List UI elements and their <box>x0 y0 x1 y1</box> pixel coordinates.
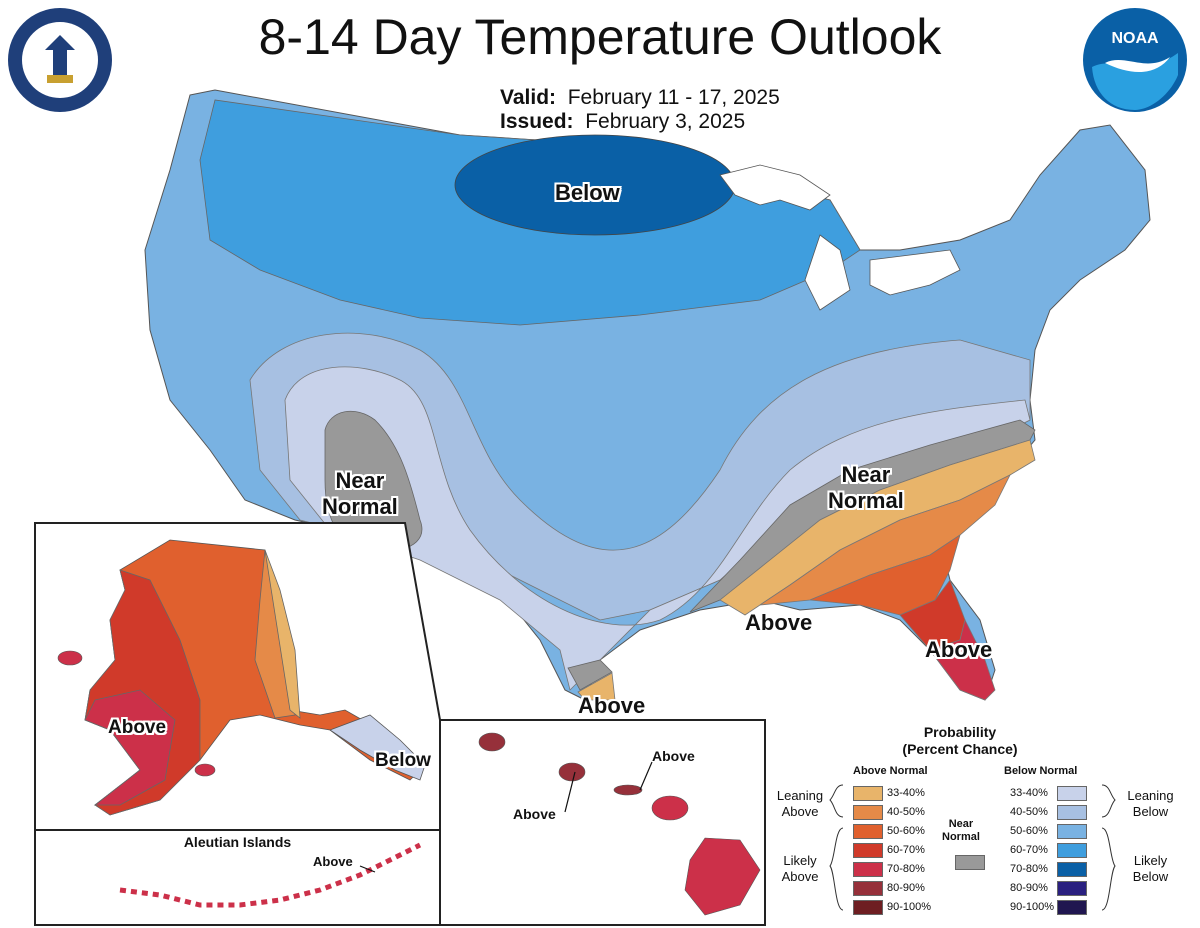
legend-below-swatch-0 <box>1057 786 1087 801</box>
legend-leaning-below: Leaning Below <box>1127 788 1174 819</box>
legend-above-header: Above Normal <box>853 765 928 777</box>
label-near-normal-southwest: Near Normal <box>322 468 398 519</box>
noaa-logo-icon: NOAA <box>1083 8 1187 112</box>
legend-below-header: Below Normal <box>1004 765 1078 777</box>
legend-above-swatch-1 <box>853 805 883 820</box>
likely-above-50-60-band <box>809 534 961 616</box>
near-normal-texas-strip <box>567 659 613 691</box>
label-above-texas: Above <box>578 693 646 718</box>
legend-below-range-4: 70-80% <box>1010 863 1048 875</box>
valid-value: February 11 - 17, 2025 <box>567 86 780 109</box>
leaning-above-texas <box>577 672 616 701</box>
bracket-leaning-above <box>829 784 844 818</box>
legend-above-range-2: 50-60% <box>887 825 925 837</box>
legend-below-swatch-2 <box>1057 824 1087 839</box>
likely-above-70-80-south-florida <box>929 618 996 701</box>
alaska-33-40-east <box>264 549 301 719</box>
legend-above-range-0: 33-40% <box>887 787 925 799</box>
hawaii-island-oahu <box>558 762 586 782</box>
hawaii-pointer-2 <box>639 761 653 791</box>
legend-title: Probability (Percent Chance) <box>902 724 1018 757</box>
label-hawaii-above-1: Above <box>513 806 556 822</box>
issued-value: February 3, 2025 <box>585 110 746 133</box>
aleutian-above-pointer <box>359 865 376 873</box>
bracket-likely-below <box>1101 827 1116 911</box>
legend-likely-above: Likely Above <box>781 853 819 884</box>
legend-below-range-2: 50-60% <box>1010 825 1048 837</box>
legend-below-swatch-4 <box>1057 862 1087 877</box>
alaska-70-80-southwest <box>84 689 176 806</box>
issued-label: Issued: <box>500 110 574 133</box>
legend-above-swatch-2 <box>853 824 883 839</box>
hawaii-island-big <box>684 837 761 916</box>
bracket-likely-above <box>829 827 844 911</box>
alaska-island-west <box>57 650 83 666</box>
legend-below-range-0: 33-40% <box>1010 787 1048 799</box>
label-alaska-below: Below <box>375 750 431 771</box>
legend-below-range-3: 60-70% <box>1010 844 1048 856</box>
legend-above-range-6: 90-100% <box>887 901 932 913</box>
page-title: 8-14 Day Temperature Outlook <box>258 9 942 65</box>
label-above-gulf: Above <box>745 610 813 635</box>
legend-above-range-5: 80-90% <box>887 882 925 894</box>
label-below-north: Below <box>555 180 620 205</box>
legend-below-swatch-1 <box>1057 805 1087 820</box>
leaning-below-33-40-band <box>284 366 1031 691</box>
legend-above-range-3: 60-70% <box>887 844 925 856</box>
commerce-seal-icon <box>8 8 112 112</box>
legend-below-swatch-3 <box>1057 843 1087 858</box>
legend-below-swatch-6 <box>1057 900 1087 915</box>
legend-above-range-4: 70-80% <box>887 863 925 875</box>
great-lakes <box>719 164 961 311</box>
legend-above-range-1: 40-50% <box>887 806 925 818</box>
label-aleutian-above: Above <box>313 854 353 869</box>
hawaii-island-kauai <box>478 732 506 752</box>
legend-above-swatch-5 <box>853 881 883 896</box>
alaska-panhandle-below <box>329 714 426 781</box>
label-alaska-above: Above <box>108 717 167 738</box>
svg-text:NOAA: NOAA <box>1111 30 1159 47</box>
legend-below-swatch-5 <box>1057 881 1087 896</box>
valid-label: Valid: <box>500 86 557 109</box>
label-hawaii-above-2: Above <box>652 748 695 764</box>
legend-below-range-6: 90-100% <box>1010 901 1055 913</box>
aleutian-title: Aleutian Islands <box>183 834 292 850</box>
legend-near-swatch <box>955 855 985 870</box>
legend-near-header: Near Normal <box>942 818 980 843</box>
hawaii-island-maui <box>651 795 689 821</box>
issued-date: Issued: February 3, 2025 <box>500 110 745 134</box>
hawaii-pointer-1 <box>564 771 576 813</box>
label-above-florida: Above <box>925 637 993 662</box>
legend-above-swatch-0 <box>853 786 883 801</box>
legend-below-range-1: 40-50% <box>1010 806 1048 818</box>
legend-leaning-above: Leaning Above <box>776 788 824 819</box>
label-near-normal-southeast: Near Normal <box>828 462 904 513</box>
legend-below-range-5: 80-90% <box>1010 882 1048 894</box>
legend-above-swatch-4 <box>853 862 883 877</box>
bracket-leaning-below <box>1101 784 1116 818</box>
legend-likely-below: Likely Below <box>1132 853 1169 884</box>
legend-above-swatch-6 <box>853 900 883 915</box>
valid-dates: Valid: February 11 - 17, 2025 <box>500 86 780 110</box>
legend-above-swatch-3 <box>853 843 883 858</box>
alaska-island-south <box>194 763 216 777</box>
aleutian-chain <box>119 842 422 908</box>
hawaii-island-molokai <box>613 784 643 796</box>
